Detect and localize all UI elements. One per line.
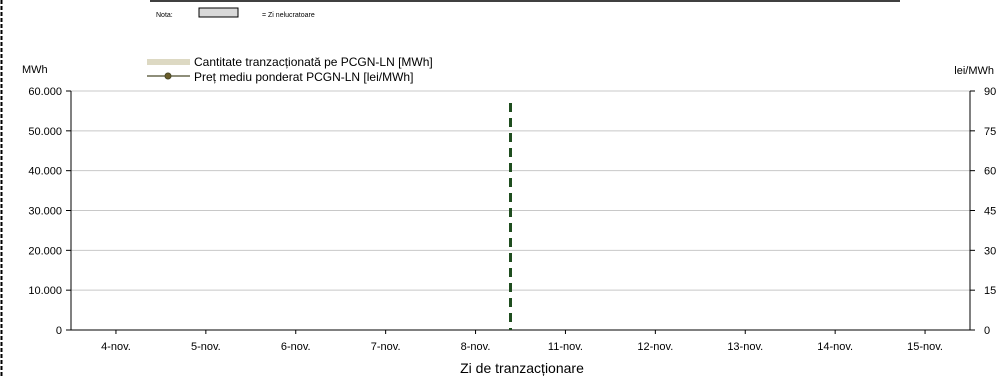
legend: Cantitate tranzacționată pe PCGN-LN [MWh… <box>147 55 433 84</box>
x-tick-label: 13-nov. <box>727 341 763 353</box>
legend-line-marker <box>164 72 172 80</box>
y-right-tick-label: 30 <box>984 245 996 257</box>
x-tick-label: 6-nov. <box>281 341 311 353</box>
y-right-tick-label: 75 <box>984 126 996 138</box>
note-label: Nota: <box>156 12 173 19</box>
y-right-tick-label: 0 <box>984 325 990 337</box>
y-left-tick-label: 50.000 <box>28 126 62 138</box>
note-swatch <box>198 7 239 18</box>
y-left-tick-label: 20.000 <box>28 245 62 257</box>
y-right-tick-label: 60 <box>984 166 996 178</box>
x-tick-label: 4-nov. <box>101 341 131 353</box>
x-tick-label: 14-nov. <box>817 341 853 353</box>
y-right-unit: lei/MWh <box>954 65 994 77</box>
y-right-tick-label: 45 <box>984 206 996 218</box>
y-left-tick-label: 30.000 <box>28 206 62 218</box>
x-axis-title: Zi de tranzacționare <box>460 360 584 376</box>
legend-bar-swatch <box>147 59 190 65</box>
x-tick-label: 7-nov. <box>371 341 401 353</box>
legend-bar-label: Cantitate tranzacționată pe PCGN-LN [MWh… <box>194 55 433 69</box>
note-text: = Zi nelucratoare <box>262 12 315 19</box>
y-right-tick-label: 15 <box>984 285 996 297</box>
y-left-tick-label: 40.000 <box>28 166 62 178</box>
y-left-unit: MWh <box>22 64 48 76</box>
x-tick-label: 15-nov. <box>907 341 943 353</box>
x-tick-label: 12-nov. <box>637 341 673 353</box>
y-left-tick-label: 60.000 <box>28 86 62 98</box>
x-tick-label: 8-nov. <box>461 341 491 353</box>
y-left-tick-label: 0 <box>56 325 62 337</box>
y-right-tick-label: 90 <box>984 86 996 98</box>
legend-line-label: Preț mediu ponderat PCGN-LN [lei/MWh] <box>194 70 413 84</box>
y-left-tick-label: 10.000 <box>28 285 62 297</box>
x-tick-label: 5-nov. <box>191 341 221 353</box>
x-tick-label: 11-nov. <box>548 341 583 353</box>
